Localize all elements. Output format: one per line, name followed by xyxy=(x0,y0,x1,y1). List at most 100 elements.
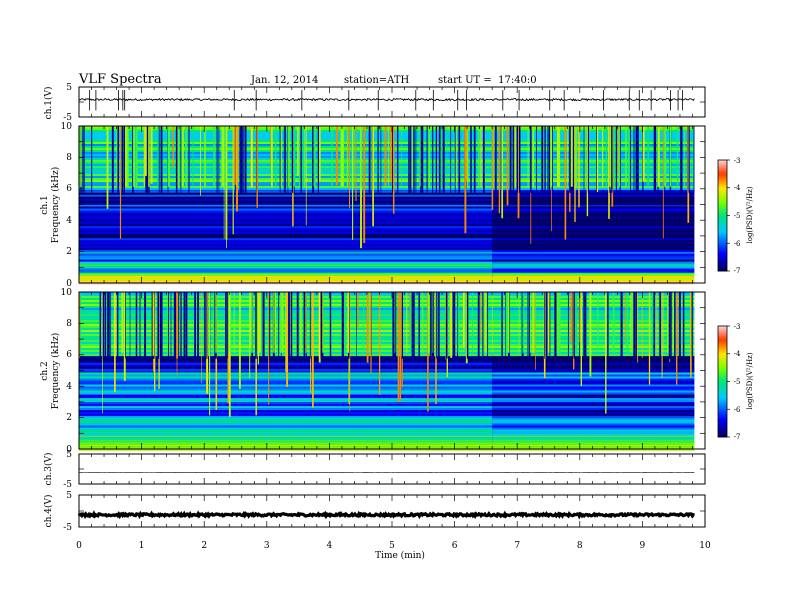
colorbar-cell xyxy=(718,269,727,272)
spectrogram-band xyxy=(79,192,493,195)
y-tick-label: 6 xyxy=(66,184,72,194)
panel-ticks xyxy=(78,291,706,450)
spectrogram-band xyxy=(79,218,493,221)
colorbar-tick-label: -3 xyxy=(734,323,741,331)
spectrogram-band xyxy=(492,259,695,262)
spectrogram-band xyxy=(79,425,493,428)
colorbar-cell xyxy=(718,333,727,337)
spectrogram-band xyxy=(492,350,695,353)
spectrogram-band xyxy=(492,310,695,313)
spectrogram-band xyxy=(492,168,695,171)
spectrogram-band xyxy=(492,437,695,440)
colorbar-cell xyxy=(718,403,727,406)
colorbar-cell xyxy=(718,257,727,260)
spectrogram-band xyxy=(492,448,695,451)
spectrogram-band xyxy=(79,257,493,260)
spectrogram-band xyxy=(492,174,695,177)
panel-ch4-waveform: 5 -5 ch.4(V) xyxy=(43,491,706,533)
x-tick-label: 6 xyxy=(452,541,458,551)
spectrogram-band xyxy=(492,408,695,411)
spectrogram-band xyxy=(492,360,695,363)
spectrogram-band xyxy=(79,396,493,399)
colorbar-cell xyxy=(718,221,727,224)
spectrogram-band xyxy=(492,402,695,405)
colorbar-cell xyxy=(718,171,727,175)
y-tick-label: 5 xyxy=(66,491,72,501)
colorbar-cell xyxy=(718,247,727,250)
spectrogram-band xyxy=(492,346,695,349)
spectrogram-band xyxy=(492,396,695,399)
colorbar-cell xyxy=(718,241,727,244)
colorbar-cell xyxy=(718,357,727,361)
colorbar-cell xyxy=(718,389,727,392)
spectrogram-band xyxy=(79,378,493,381)
colorbar-cell xyxy=(718,369,727,372)
y-tick-label: -5 xyxy=(63,113,72,123)
colorbar-cell xyxy=(718,395,727,398)
colorbar-cell xyxy=(718,347,727,351)
spectrogram-band xyxy=(492,130,695,133)
spectrogram-band xyxy=(492,158,695,161)
colorbar-cell xyxy=(718,327,727,331)
spectrogram-band xyxy=(79,212,493,215)
spectrogram-band xyxy=(79,394,493,397)
spectrogram-band xyxy=(492,152,695,155)
spectrogram-band xyxy=(492,176,695,179)
spectrogram-band xyxy=(79,404,493,407)
spectrogram-band xyxy=(492,306,695,309)
spectrogram-band xyxy=(492,338,695,341)
colorbar-cell xyxy=(718,239,727,242)
colorbar-cell xyxy=(718,211,727,214)
colorbar-cell xyxy=(718,187,727,191)
spectrogram-band xyxy=(79,202,493,205)
spectrogram-band xyxy=(492,272,695,275)
spectrogram-band xyxy=(79,244,493,247)
spectrogram-band xyxy=(79,423,493,426)
spectrogram-band xyxy=(492,134,695,137)
spectrogram-band xyxy=(492,356,695,359)
spectrogram-band xyxy=(79,251,493,254)
spectrogram-band xyxy=(492,156,695,159)
spectrogram-band xyxy=(492,232,695,235)
spectrogram-band xyxy=(492,441,695,444)
spectrogram-band xyxy=(492,170,695,173)
spectrogram-band xyxy=(79,386,493,389)
spectrogram-band xyxy=(79,204,493,207)
colorbar-cell xyxy=(718,371,727,374)
spectrogram-band xyxy=(492,390,695,393)
spectrogram-band xyxy=(492,324,695,327)
spectrogram-band xyxy=(79,427,493,430)
panel-ch1-waveform: 5 -5 ch.1(V) xyxy=(43,83,706,123)
spectrogram-band xyxy=(492,146,695,149)
spectrogram-band xyxy=(492,218,695,221)
spectrogram-band xyxy=(79,222,493,225)
spectrogram-band xyxy=(492,257,695,260)
spectrogram-band xyxy=(79,380,493,383)
spectrogram-band xyxy=(492,392,695,395)
spectrogram-band xyxy=(492,198,695,201)
colorbar-ticks xyxy=(727,325,730,438)
colorbar-cell xyxy=(718,265,727,268)
panel-ch1-spectrogram: 0 2 4 6 8 10 ch.1 Frequency (kHz) xyxy=(40,122,706,289)
spectrogram-band xyxy=(79,270,493,273)
spectrogram-band xyxy=(492,322,695,325)
spectrogram-band xyxy=(492,380,695,383)
y-tick-label: 4 xyxy=(66,216,72,226)
colorbar-cell xyxy=(718,335,727,339)
spectrogram-band xyxy=(492,142,695,145)
colorbar-cell xyxy=(718,349,727,353)
spectrogram-band xyxy=(492,128,695,131)
spectrogram-band xyxy=(492,368,695,371)
spectrogram-band xyxy=(492,326,695,329)
x-tick-label: 2 xyxy=(201,541,207,551)
colorbar-cell xyxy=(718,263,727,266)
colorbar-cell xyxy=(718,261,727,264)
colorbar-cell xyxy=(718,411,727,414)
spectrogram-band xyxy=(79,216,493,219)
colorbar-cell xyxy=(718,267,727,270)
spectrogram-band xyxy=(492,332,695,335)
spectrogram-band xyxy=(79,206,493,209)
colorbar-cell xyxy=(718,383,727,386)
y-tick-label: 4 xyxy=(66,382,72,392)
spectrogram-band xyxy=(79,414,493,417)
